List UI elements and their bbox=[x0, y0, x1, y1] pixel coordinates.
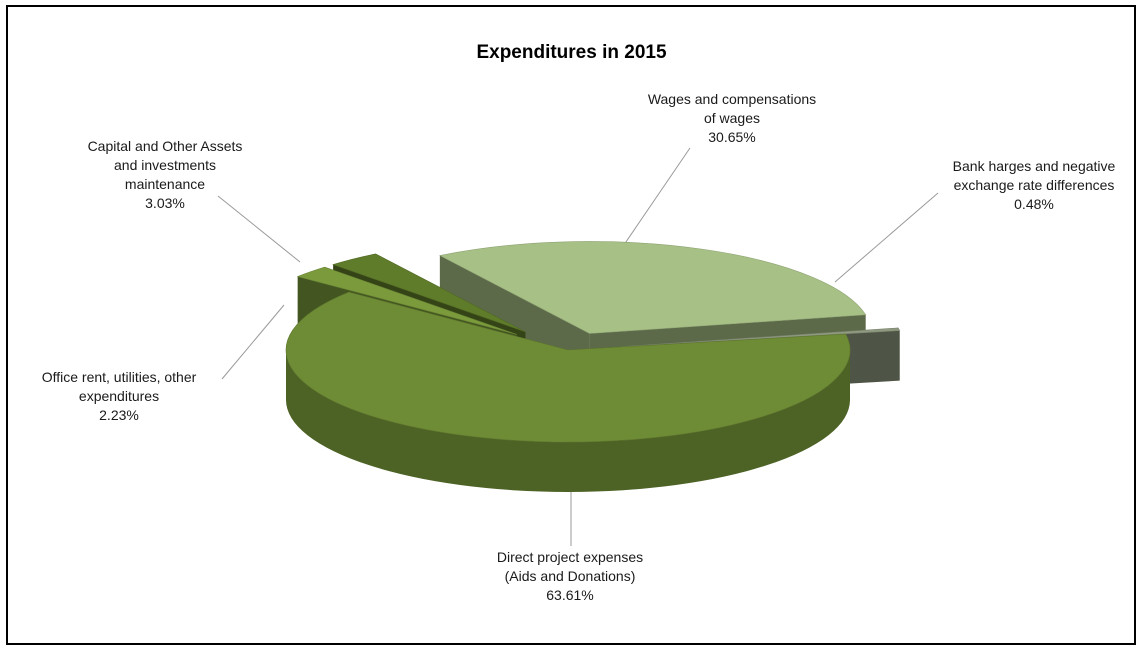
slice-label-name-line: Direct project expenses bbox=[496, 549, 644, 565]
pie-chart bbox=[217, 147, 939, 546]
slice-label-name-line: Office rent, utilities, other bbox=[41, 369, 197, 385]
leader-lines bbox=[217, 147, 939, 546]
slice-label-name-line: of wages bbox=[703, 110, 761, 126]
leader-line bbox=[614, 147, 691, 259]
slice-label-bank-charges: Bank harges and negative exchange rate d… bbox=[924, 157, 1143, 214]
slice-top-face bbox=[438, 241, 867, 334]
slice-label-name-line: Bank harges and negative bbox=[952, 158, 1116, 174]
slice-top-face bbox=[332, 253, 526, 333]
pie-slices bbox=[285, 241, 901, 492]
slice-top-face bbox=[285, 291, 851, 443]
slice-label-name-line: expenditures bbox=[78, 388, 160, 404]
slice-label-name-line: maintenance bbox=[124, 176, 206, 192]
leader-line bbox=[221, 304, 285, 380]
leader-line bbox=[217, 195, 301, 263]
slice-label-direct-project: Direct project expenses (Aids and Donati… bbox=[440, 548, 700, 605]
slice-top-face bbox=[296, 266, 517, 335]
slice-label-value: 30.65% bbox=[708, 129, 756, 145]
slice-label-name-line: (Aids and Donations) bbox=[504, 568, 636, 584]
slice-label-value: 3.03% bbox=[145, 195, 185, 211]
slice-label-value: 2.23% bbox=[99, 407, 139, 423]
pie-slice bbox=[285, 291, 851, 492]
slice-top-face bbox=[621, 327, 901, 347]
slice-outer-wall bbox=[286, 350, 850, 492]
slice-label-wages: Wages and compensations of wages 30.65% bbox=[612, 90, 852, 147]
slice-label-office-rent: Office rent, utilities, other expenditur… bbox=[8, 368, 230, 425]
slice-label-name-line: Capital and Other Assets bbox=[87, 138, 243, 154]
leader-line bbox=[834, 192, 939, 283]
slice-label-value: 0.48% bbox=[1014, 196, 1054, 212]
slice-label-name-line: exchange rate differences bbox=[953, 177, 1115, 193]
slice-label-name-line: and investments bbox=[114, 157, 216, 173]
chart-title: Expenditures in 2015 bbox=[476, 42, 667, 63]
slice-label-name-line: Wages and compensations bbox=[647, 91, 817, 107]
slice-label-capital-assets: Capital and Other Assets and investments… bbox=[60, 137, 270, 213]
slice-label-value: 63.61% bbox=[546, 587, 594, 603]
